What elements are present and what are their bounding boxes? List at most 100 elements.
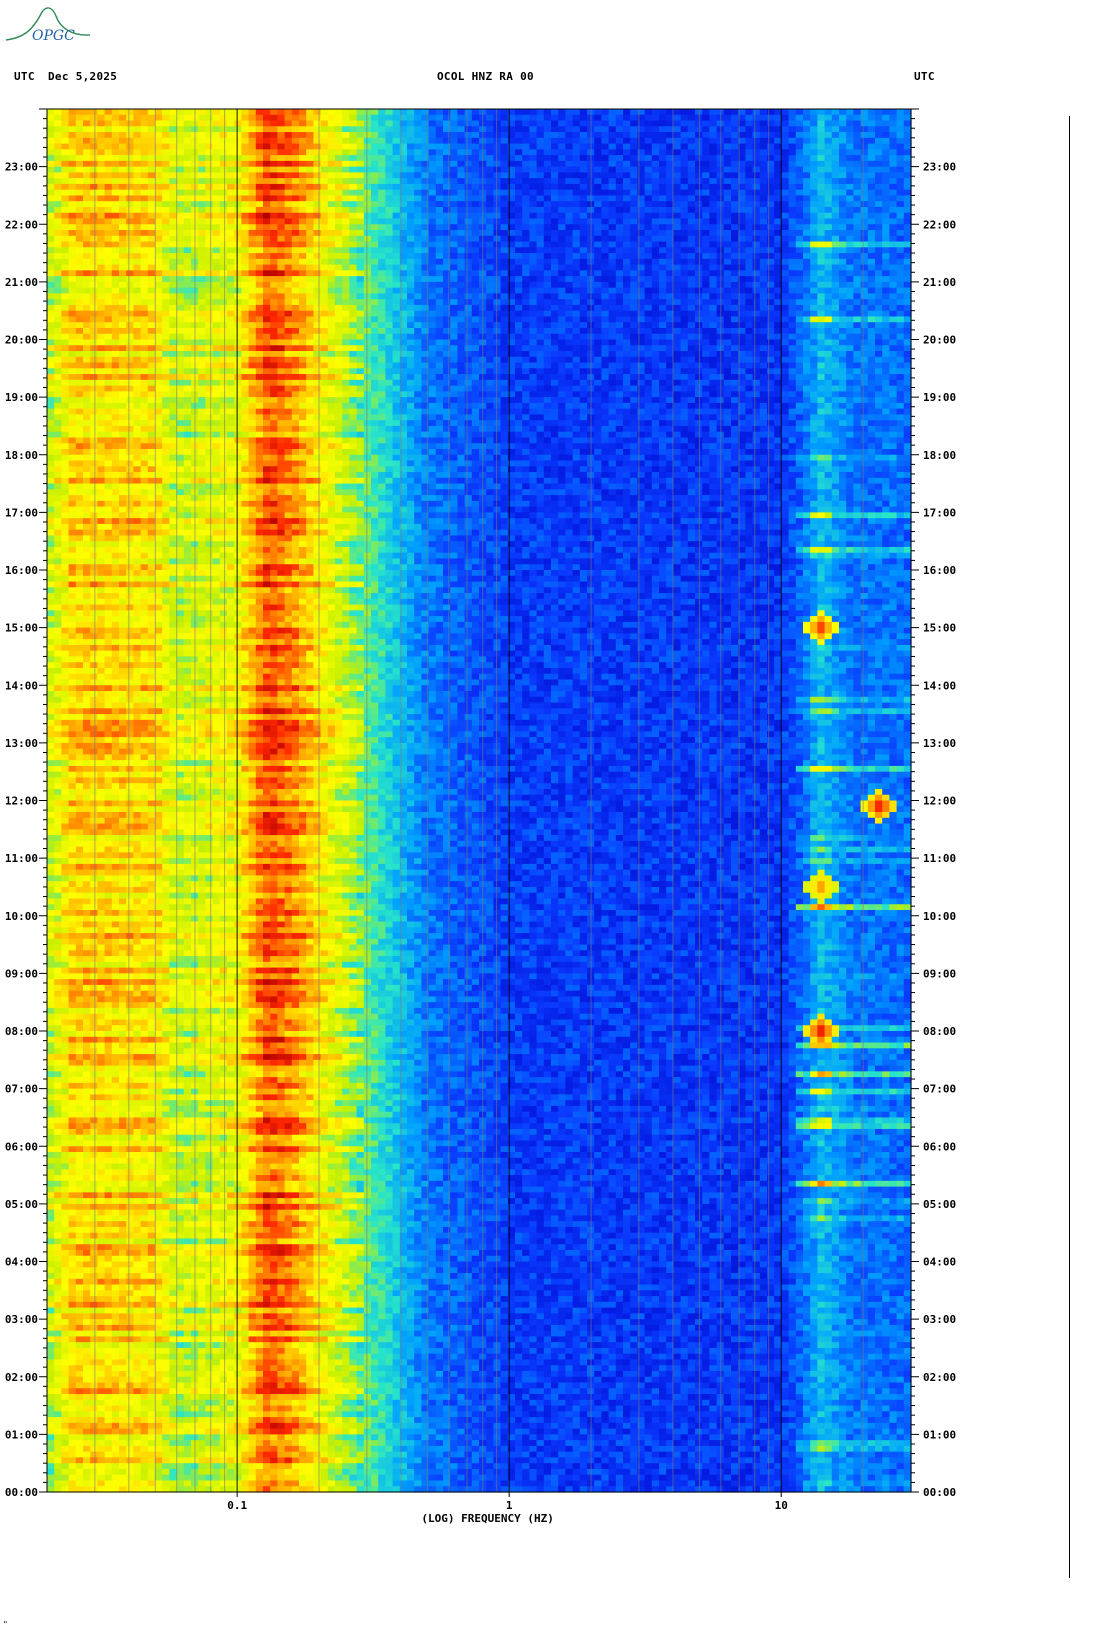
- heatmap-cell: [61, 218, 69, 224]
- heatmap-cell: [141, 697, 149, 703]
- heatmap-cell: [119, 1181, 127, 1187]
- heatmap-cell: [76, 144, 84, 150]
- heatmap-cell: [90, 1135, 98, 1141]
- heatmap-cell: [61, 1319, 69, 1325]
- heatmap-cell: [97, 1215, 105, 1221]
- heatmap-cell: [112, 991, 120, 997]
- heatmap-cell: [61, 1215, 69, 1221]
- heatmap-cell: [177, 455, 185, 461]
- heatmap-cell: [54, 1002, 62, 1008]
- heatmap-cell: [97, 1135, 105, 1141]
- heatmap-cell: [83, 1480, 91, 1486]
- heatmap-cell: [119, 777, 127, 783]
- heatmap-cell: [112, 622, 120, 628]
- heatmap-cell: [69, 207, 77, 213]
- heatmap-cell: [184, 829, 192, 835]
- heatmap-cell: [126, 115, 134, 121]
- heatmap-cell: [47, 507, 55, 513]
- heatmap-cell: [119, 363, 127, 369]
- heatmap-cell: [97, 144, 105, 150]
- heatmap-cell: [155, 351, 163, 357]
- heatmap-cell: [177, 922, 185, 928]
- heatmap-cell: [61, 1169, 69, 1175]
- heatmap-cell: [155, 242, 163, 248]
- heatmap-cell: [61, 864, 69, 870]
- heatmap-cell: [76, 795, 84, 801]
- heatmap-cell: [90, 363, 98, 369]
- heatmap-cell: [61, 1129, 69, 1135]
- heatmap-cell: [47, 495, 55, 501]
- heatmap-cell: [162, 1233, 170, 1239]
- heatmap-cell: [177, 1359, 185, 1365]
- heatmap-cell: [112, 1244, 120, 1250]
- heatmap-cell: [76, 1400, 84, 1406]
- heatmap-cell: [47, 1233, 55, 1239]
- heatmap-cell: [155, 1094, 163, 1100]
- heatmap-cell: [90, 1083, 98, 1089]
- heatmap-cell: [169, 253, 177, 259]
- heatmap-cell: [177, 414, 185, 420]
- heatmap-cell: [90, 530, 98, 536]
- heatmap-cell: [69, 1060, 77, 1066]
- heatmap-cell: [112, 1365, 120, 1371]
- heatmap-cell: [83, 852, 91, 858]
- heatmap-cell: [162, 1066, 170, 1072]
- heatmap-cell: [155, 530, 163, 536]
- heatmap-cell: [47, 224, 55, 230]
- heatmap-cell: [148, 783, 156, 789]
- heatmap-cell: [61, 489, 69, 495]
- heatmap-cell: [105, 1112, 113, 1118]
- heatmap-cell: [169, 132, 177, 138]
- heatmap-cell: [126, 1463, 134, 1469]
- heatmap-cell: [47, 898, 55, 904]
- heatmap-cell: [97, 726, 105, 732]
- heatmap-cell: [105, 495, 113, 501]
- heatmap-cell: [112, 703, 120, 709]
- heatmap-cell: [177, 564, 185, 570]
- heatmap-cell: [76, 1066, 84, 1072]
- heatmap-cell: [169, 1146, 177, 1152]
- heatmap-cell: [105, 1094, 113, 1100]
- heatmap-cell: [141, 1025, 149, 1031]
- heatmap-cell: [119, 1457, 127, 1463]
- heatmap-cell: [90, 501, 98, 507]
- heatmap-cell: [105, 939, 113, 945]
- heatmap-cell: [47, 414, 55, 420]
- heatmap-cell: [54, 1204, 62, 1210]
- heatmap-cell: [126, 242, 134, 248]
- heatmap-cell: [162, 507, 170, 513]
- heatmap-cell: [162, 893, 170, 899]
- heatmap-cell: [47, 1054, 55, 1060]
- heatmap-cell: [162, 795, 170, 801]
- heatmap-cell: [184, 1463, 192, 1469]
- heatmap-cell: [69, 1204, 77, 1210]
- heatmap-cell: [54, 1406, 62, 1412]
- heatmap-cell: [90, 386, 98, 392]
- heatmap-cell: [169, 1106, 177, 1112]
- heatmap-cell: [76, 1429, 84, 1435]
- heatmap-cell: [141, 1164, 149, 1170]
- heatmap-cell: [61, 1031, 69, 1037]
- heatmap-cell: [119, 945, 127, 951]
- heatmap-cell: [69, 1083, 77, 1089]
- heatmap-cell: [169, 870, 177, 876]
- heatmap-cell: [76, 1048, 84, 1054]
- heatmap-cell: [97, 904, 105, 910]
- heatmap-cell: [184, 979, 192, 985]
- heatmap-cell: [61, 1117, 69, 1123]
- heatmap-cell: [76, 115, 84, 121]
- heatmap-cell: [119, 334, 127, 340]
- heatmap-cell: [141, 161, 149, 167]
- heatmap-cell: [47, 737, 55, 743]
- heatmap-cell: [54, 1423, 62, 1429]
- heatmap-cell: [126, 824, 134, 830]
- heatmap-cell: [112, 1187, 120, 1193]
- heatmap-cell: [141, 945, 149, 951]
- heatmap-cell: [177, 1043, 185, 1049]
- heatmap-cell: [54, 1164, 62, 1170]
- heatmap-cell: [184, 1285, 192, 1291]
- heatmap-cell: [112, 161, 120, 167]
- heatmap-cell: [112, 201, 120, 207]
- heatmap-cell: [169, 1204, 177, 1210]
- heatmap-cell: [90, 1140, 98, 1146]
